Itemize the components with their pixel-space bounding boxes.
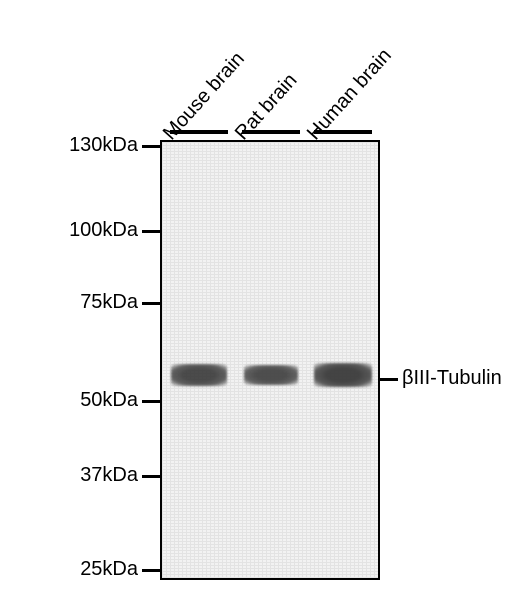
protein-band bbox=[314, 363, 372, 387]
target-label: βIII-Tubulin bbox=[402, 367, 502, 390]
mw-label: 130kDa bbox=[0, 134, 138, 157]
mw-label: 25kDa bbox=[0, 558, 138, 581]
mw-label: 50kDa bbox=[0, 389, 138, 412]
mw-tick bbox=[142, 302, 160, 305]
mw-tick bbox=[142, 145, 160, 148]
mw-label: 37kDa bbox=[0, 464, 138, 487]
mw-tick bbox=[142, 230, 160, 233]
mw-tick bbox=[142, 475, 160, 478]
blot-membrane bbox=[160, 140, 380, 580]
protein-band bbox=[244, 365, 298, 385]
mw-label: 100kDa bbox=[0, 219, 138, 242]
mw-label: 75kDa bbox=[0, 291, 138, 314]
mw-tick bbox=[142, 569, 160, 572]
protein-band bbox=[171, 364, 227, 386]
target-tick bbox=[380, 378, 398, 381]
membrane-noise bbox=[162, 142, 378, 578]
mw-tick bbox=[142, 400, 160, 403]
western-blot-figure: Mouse brainRat brainHuman brain130kDa100… bbox=[0, 0, 525, 608]
